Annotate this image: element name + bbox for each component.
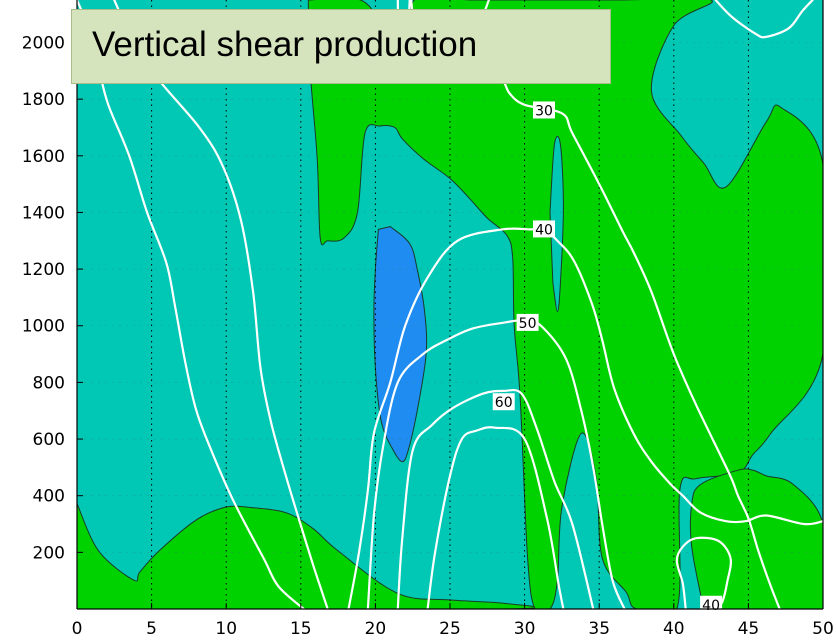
x-tick-label: 5 <box>146 619 157 639</box>
contour-line <box>366 318 626 609</box>
x-tick-label: 15 <box>290 619 312 639</box>
y-tick-label: 2000 <box>22 33 65 53</box>
filled-regions <box>77 0 823 609</box>
y-tick-label: 1200 <box>22 260 65 280</box>
contour-line <box>426 426 565 609</box>
filled-region-band_mid <box>689 468 823 609</box>
x-tick-label: 50 <box>812 619 834 639</box>
chart-title: Vertical shear production <box>92 25 478 64</box>
chart-title-box: Vertical shear production <box>71 9 611 84</box>
y-tick-label: 200 <box>33 543 65 563</box>
y-tick-label: 1000 <box>22 317 65 337</box>
y-tick-label: 600 <box>33 430 65 450</box>
contour-label-group: 40 <box>532 220 555 238</box>
x-tick-label: 0 <box>72 619 83 639</box>
y-tick-labels: 200 400 600 800 1000 1200 1400 1600 1800 2000 <box>22 33 65 563</box>
contour-label-background <box>516 313 539 331</box>
x-tick-labels: 0 5 10 15 20 25 30 35 40 45 50 <box>72 619 834 639</box>
y-tick-label: 1800 <box>22 90 65 110</box>
contour-label: 40 <box>702 598 720 614</box>
x-tick-label: 10 <box>215 619 237 639</box>
x-tick-label: 25 <box>439 619 461 639</box>
contour-label-group: 50 <box>516 313 539 332</box>
y-tick-label: 800 <box>33 373 65 393</box>
contour-label: 60 <box>495 395 513 411</box>
axes <box>76 0 824 610</box>
x-tick-label: 30 <box>514 619 536 639</box>
contour-label-group: 40 <box>700 595 723 614</box>
contour-line <box>396 388 595 609</box>
x-tick-label: 20 <box>365 619 387 639</box>
contour-label-background <box>532 101 555 119</box>
filled-region-band_mid <box>307 0 823 609</box>
contour-label-background <box>492 393 515 411</box>
x-tick-label: 40 <box>663 619 685 639</box>
x-tick-label: 35 <box>588 619 610 639</box>
y-tick-label: 1600 <box>22 147 65 167</box>
contour-label-background <box>532 220 555 238</box>
contour-label: 40 <box>535 222 553 238</box>
filled-region-band_low <box>549 135 564 313</box>
x-tick-label: 45 <box>738 619 760 639</box>
contour-label: 30 <box>535 103 553 119</box>
y-tick-label: 400 <box>33 487 65 507</box>
plot-area <box>77 0 823 609</box>
contour-line <box>675 536 732 609</box>
contour-label-group: 60 <box>492 393 515 411</box>
contour-line <box>347 227 823 609</box>
contour-label-group: 30 <box>532 101 555 119</box>
y-tick-label: 1400 <box>22 203 65 223</box>
contour-label: 50 <box>519 316 537 332</box>
contour-line <box>714 0 814 39</box>
